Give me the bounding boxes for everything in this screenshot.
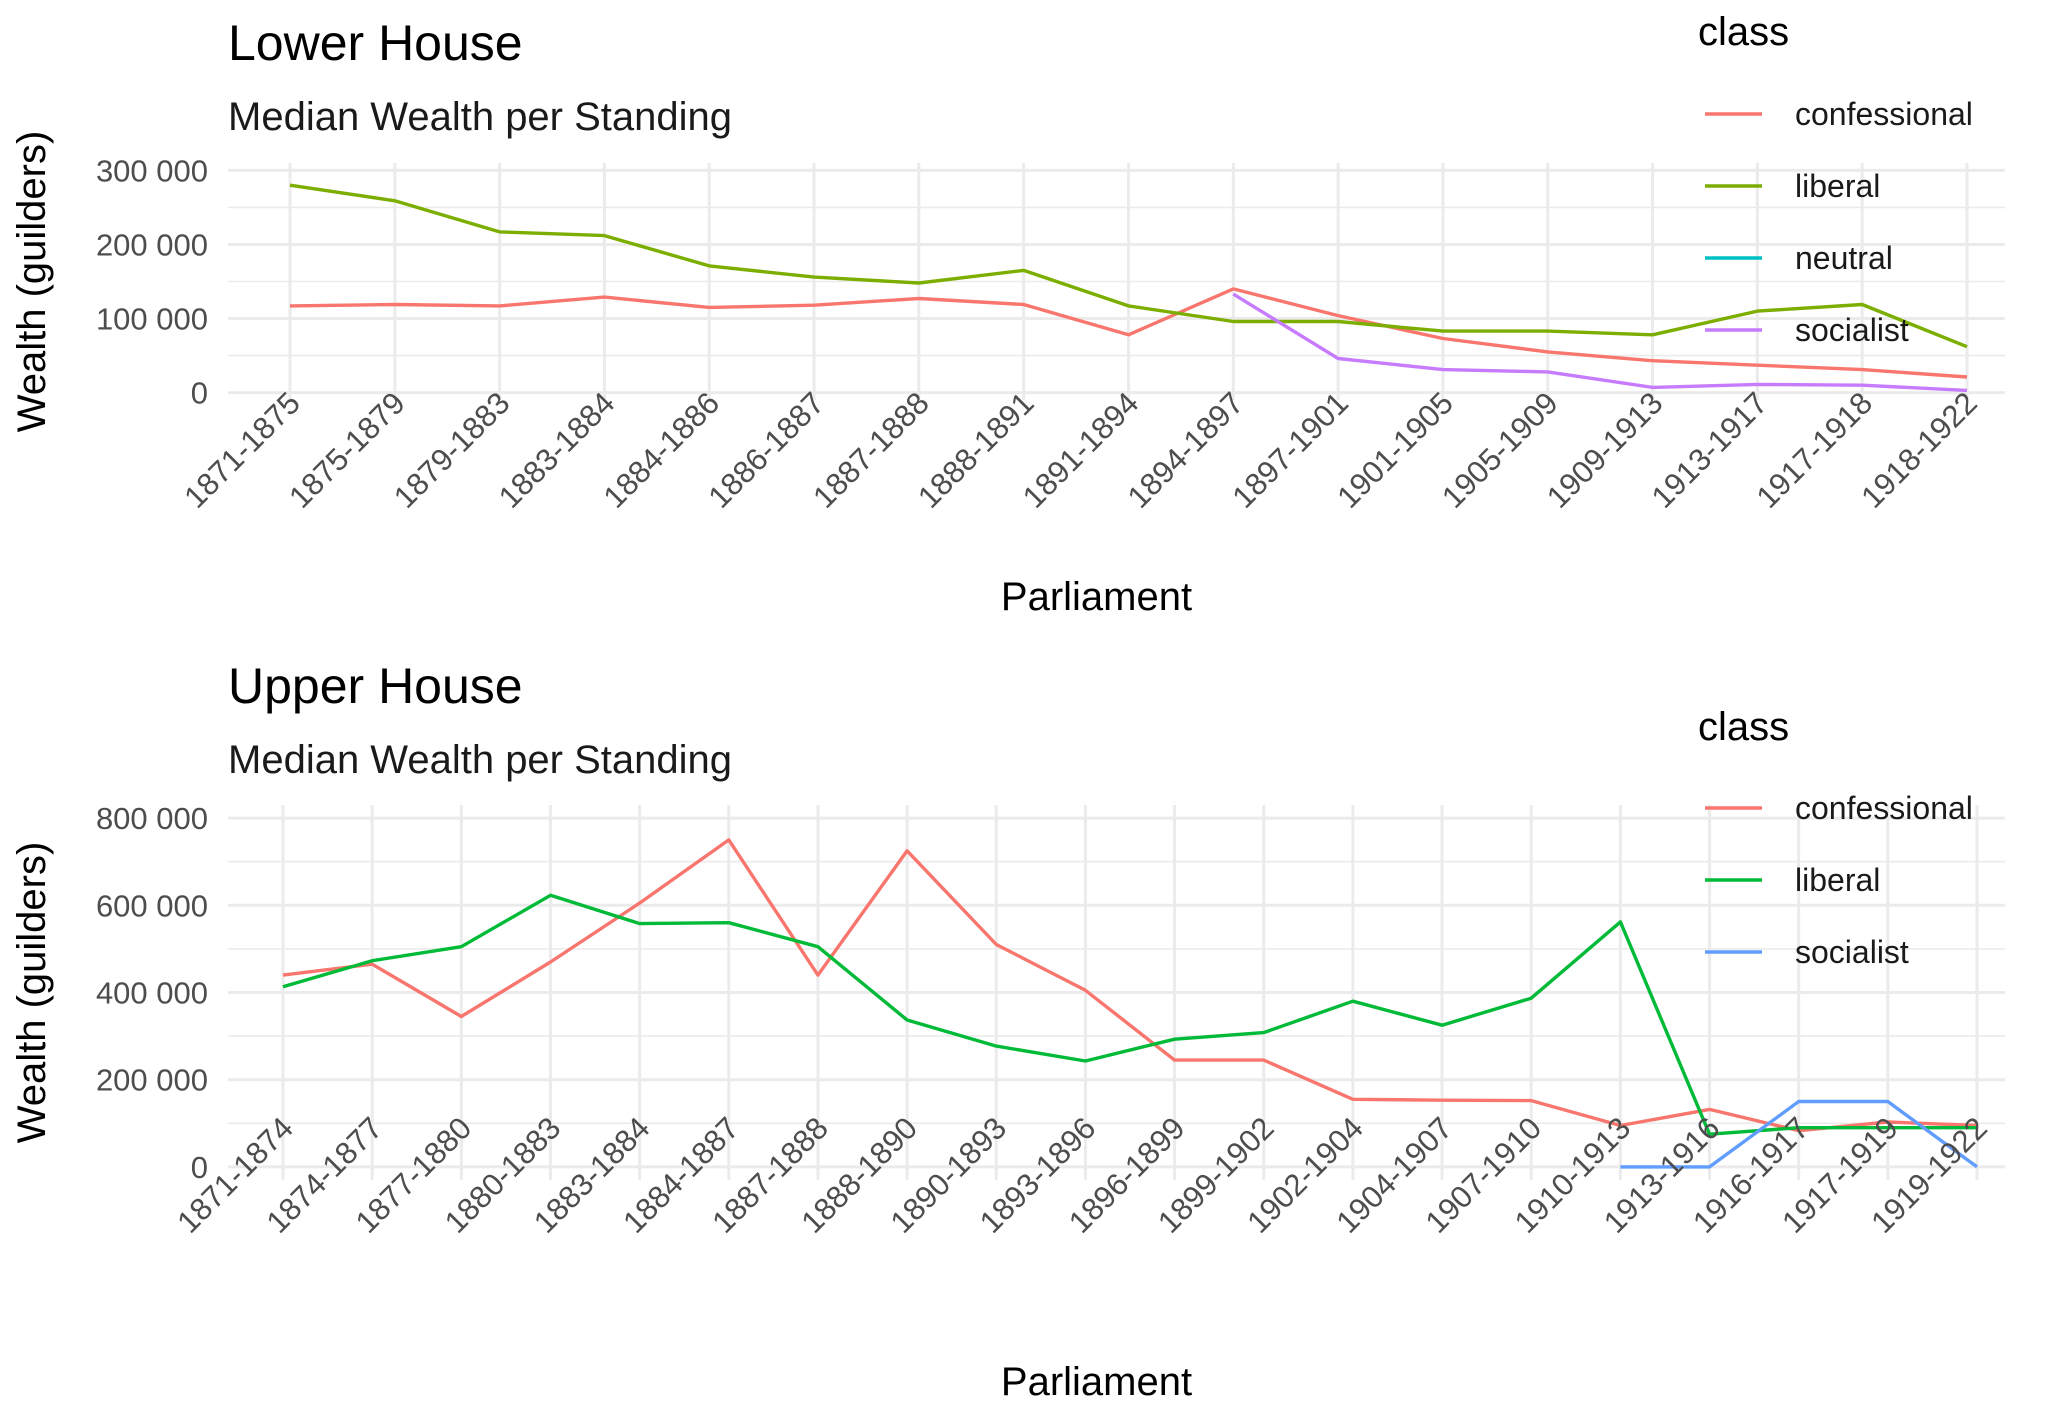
chart-subtitle: Median Wealth per Standing	[228, 738, 732, 782]
y-tick-label: 400 000	[96, 976, 208, 1011]
y-tick-label: 200 000	[96, 1063, 208, 1098]
chart-title: Upper House	[228, 658, 523, 714]
y-tick-label: 800 000	[96, 801, 208, 836]
series-line-socialist	[1620, 1099, 1979, 1169]
y-axis-title: Wealth (guilders)	[10, 842, 54, 1144]
legend: class confessional liberal socialist	[1698, 705, 1973, 970]
chart-title: Lower House	[228, 15, 523, 71]
legend-label-socialist: socialist	[1795, 934, 1909, 970]
y-tick-label: 0	[191, 1150, 208, 1185]
y-axis-title: Wealth (guilders)	[10, 131, 54, 433]
y-tick-label: 100 000	[96, 302, 208, 337]
legend-label-confessional: confessional	[1795, 790, 1973, 826]
series-line-liberal	[282, 893, 1977, 1136]
y-tick-label: 600 000	[96, 888, 208, 923]
legend: class confessional liberal neutral socialist	[1698, 10, 1973, 348]
x-axis-title: Parliament	[1001, 575, 1192, 619]
y-tick-label: 0	[191, 376, 208, 411]
series-line-confessional	[282, 838, 1978, 1133]
legend-title: class	[1698, 705, 1789, 749]
legend-label-liberal: liberal	[1795, 862, 1880, 898]
series-line-socialist	[1232, 292, 1968, 393]
legend-title: class	[1698, 10, 1789, 54]
legend-label-socialist: socialist	[1795, 312, 1909, 348]
x-axis-title: Parliament	[1001, 1360, 1192, 1404]
chart-subtitle: Median Wealth per Standing	[228, 95, 732, 139]
y-tick-label: 300 000	[96, 153, 208, 188]
series-line-liberal	[289, 183, 1968, 349]
legend-label-confessional: confessional	[1795, 96, 1973, 132]
legend-label-liberal: liberal	[1795, 168, 1880, 204]
series-line-confessional	[289, 287, 1968, 379]
legend-label-neutral: neutral	[1795, 240, 1893, 276]
y-tick-label: 200 000	[96, 227, 208, 262]
